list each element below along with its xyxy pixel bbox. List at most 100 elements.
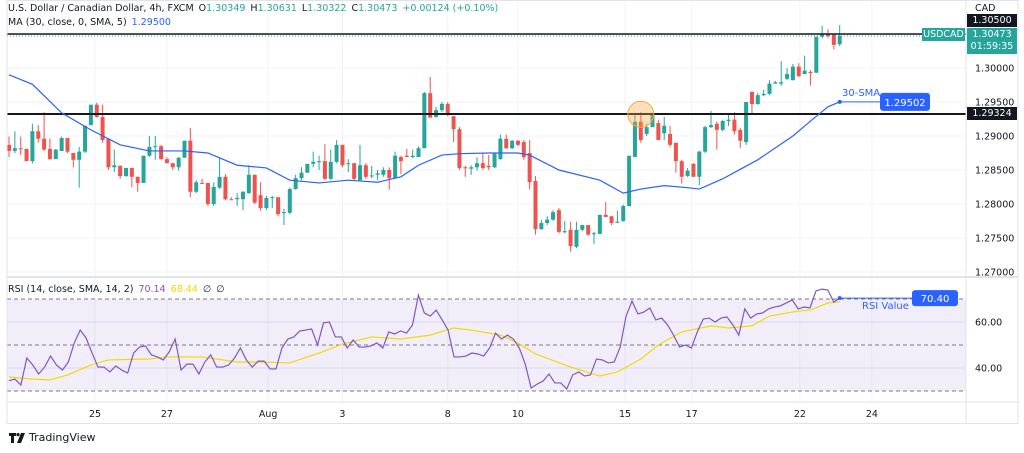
candle — [71, 153, 76, 168]
candle — [83, 125, 88, 153]
candle — [188, 127, 193, 198]
candle — [246, 165, 251, 194]
candle-body — [796, 66, 801, 77]
sma-callout-box — [880, 92, 930, 111]
candle-body — [375, 173, 380, 175]
candle — [135, 176, 140, 192]
candle-body — [749, 91, 754, 105]
candle-body — [170, 163, 175, 168]
candle-body — [802, 70, 807, 75]
candle-body — [159, 146, 164, 160]
candle-body — [404, 155, 409, 158]
candle-body — [100, 116, 105, 141]
candle-body — [387, 170, 392, 179]
sma-callout-value: 1.29502 — [884, 98, 925, 109]
candle — [200, 178, 205, 184]
candle — [235, 193, 240, 207]
candle-body — [229, 199, 234, 201]
candle-body — [334, 144, 339, 162]
time-tick-label: 3 — [339, 409, 345, 420]
rsi-extra-1: ∅ — [202, 284, 212, 295]
candle — [264, 195, 269, 211]
ma30-line — [8, 74, 840, 194]
candle-body — [328, 161, 333, 179]
candle — [439, 102, 444, 113]
candle — [785, 68, 790, 81]
candle-body — [726, 119, 731, 122]
price-tick-label: 1.29000 — [975, 132, 1014, 143]
candle — [475, 157, 479, 171]
candle-body — [790, 66, 795, 81]
symbol-price-tag: USDCAD — [922, 28, 965, 41]
top-price-label: 1.30500 — [967, 14, 1017, 27]
candle — [837, 25, 842, 47]
candle-body — [527, 153, 532, 183]
last-price-tag: 1.30473 01:59:35 — [967, 28, 1017, 54]
candle-body — [211, 187, 216, 204]
candle — [574, 221, 579, 249]
candle — [831, 34, 836, 50]
candle — [393, 151, 398, 179]
time-tick-label: 24 — [866, 409, 878, 420]
candle-body — [305, 163, 310, 173]
rsi-callout-box — [912, 290, 958, 307]
candle — [632, 112, 637, 158]
candle-body — [182, 140, 187, 158]
candle — [814, 36, 819, 73]
candle-body — [568, 229, 573, 247]
candle — [229, 197, 234, 201]
candle-body — [510, 140, 515, 149]
candle-body — [539, 223, 544, 230]
candle — [486, 155, 491, 170]
candle-body — [761, 93, 766, 96]
candle-body — [164, 159, 169, 164]
candle — [820, 25, 825, 39]
tradingview-logo[interactable]: TradingView — [9, 431, 95, 444]
candle-body — [469, 167, 474, 169]
candle — [106, 138, 111, 170]
symbol-title: U.S. Dollar / Canadian Dollar, 4h, FXCM — [8, 3, 194, 14]
candle-body — [586, 225, 591, 235]
rsi-sma-value: 68.44 — [170, 284, 198, 295]
candle-body — [322, 161, 327, 179]
candle-body — [632, 121, 637, 158]
candle-body — [673, 142, 678, 162]
rsi-extra-2: ∅ — [216, 284, 225, 295]
candle — [773, 80, 778, 84]
candle — [170, 163, 175, 170]
candle-body — [358, 165, 362, 181]
candle — [545, 216, 550, 226]
candle — [714, 121, 719, 150]
candle — [42, 112, 47, 151]
candle-body — [410, 155, 415, 158]
ma-legend[interactable]: MA (30, close, 0, SMA, 5) 1.29500 — [8, 17, 176, 28]
candle-body — [106, 138, 111, 168]
candle-body — [697, 151, 702, 177]
rsi-sma-line — [8, 301, 840, 381]
candle — [205, 182, 210, 207]
candle-body — [30, 131, 35, 162]
candle — [527, 140, 532, 190]
candle — [556, 208, 561, 234]
candle — [223, 174, 228, 200]
candle — [47, 138, 52, 160]
candle — [18, 136, 23, 156]
candle — [410, 149, 415, 158]
rsi-legend[interactable]: RSI (14, close, SMA, 14, 2) 70.14 68.44 ∅ ∅ — [8, 284, 229, 295]
candle-body — [714, 123, 719, 130]
candle-body — [638, 121, 643, 141]
candle — [164, 157, 169, 164]
candle — [334, 140, 339, 164]
candle-body — [422, 93, 427, 149]
candle — [749, 91, 754, 115]
candle — [159, 144, 164, 160]
candle — [533, 176, 538, 235]
candle-body — [12, 148, 17, 151]
candle — [586, 225, 591, 236]
candle — [480, 153, 485, 170]
candle — [24, 148, 29, 162]
candle-body — [112, 165, 117, 168]
candle-body — [662, 125, 667, 134]
candle-body — [124, 167, 128, 177]
